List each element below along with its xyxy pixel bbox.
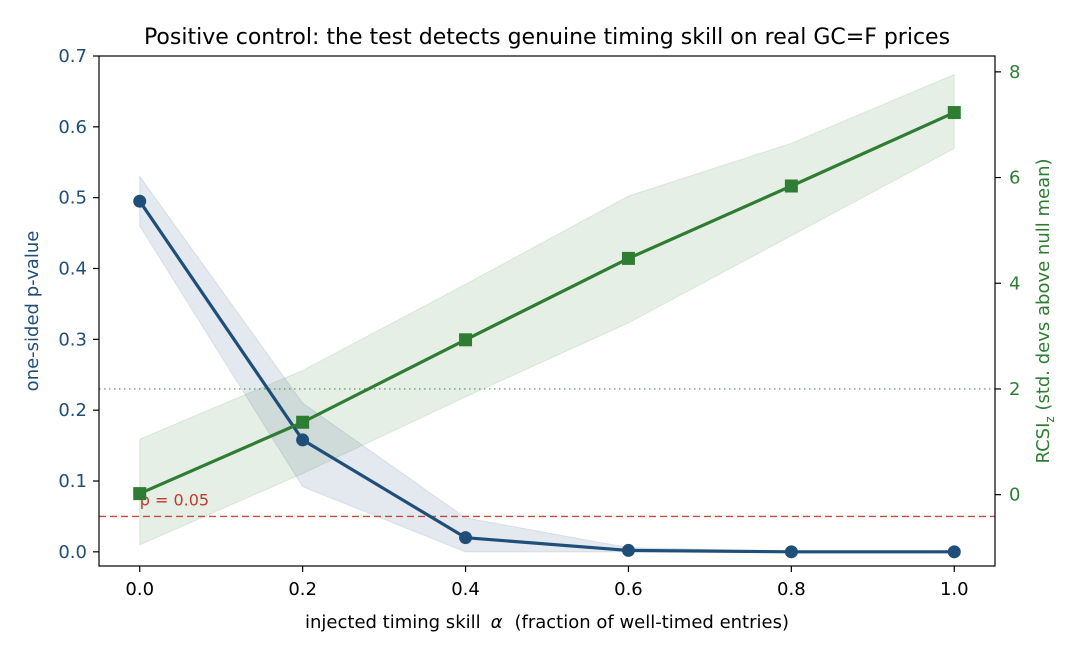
right-axis-label-main: RCSI (1033, 423, 1054, 464)
rcsi-band (139, 73, 955, 546)
x-axis-label-suffix: (fraction of well-timed entries) (515, 612, 789, 633)
right-axis-label: RCSIz (std. devs above null mean) (1033, 158, 1057, 463)
x-axis-label-symbol: α (491, 612, 503, 633)
left-axis-label: one-sided p-value (22, 231, 43, 392)
right-tick-label: 8 (1009, 62, 1020, 83)
left-tick-label: 0.7 (58, 46, 87, 67)
p-value-point (947, 545, 961, 559)
left-tick-label: 0.0 (58, 542, 87, 563)
p-value-point (459, 531, 473, 545)
rcsi-line (139, 111, 955, 496)
left-tick-label: 0.6 (58, 117, 87, 138)
right-axis-label-rest: (std. devs above null mean) (1033, 158, 1054, 416)
left-axis-ticks: 0.0 0.1 0.2 0.3 0.4 0.5 0.6 0.7 (58, 46, 99, 563)
rcsi-point (621, 251, 635, 265)
left-tick-label: 0.1 (58, 471, 87, 492)
p-threshold-label: p = 0.05 (140, 490, 209, 509)
reference-lines: p = 0.05 (99, 388, 995, 518)
p-value-point (296, 433, 310, 447)
x-axis-ticks: 0.0 0.2 0.4 0.6 0.8 1.0 (125, 566, 969, 600)
rcsi-point (784, 179, 798, 193)
right-tick-label: 6 (1009, 168, 1020, 189)
rcsi-point (947, 106, 961, 120)
right-axis-ticks: 0 2 4 6 8 (995, 62, 1020, 506)
right-axis-label-subscript: z (1043, 416, 1057, 422)
x-axis-label-prefix: injected timing skill (305, 612, 481, 633)
chart-title: Positive control: the test detects genui… (144, 25, 950, 50)
right-tick-label: 4 (1009, 273, 1020, 294)
left-tick-label: 0.3 (58, 329, 87, 350)
p-value-point (784, 545, 798, 559)
right-tick-label: 2 (1009, 379, 1020, 400)
left-tick-label: 0.4 (58, 259, 87, 280)
data-series (133, 106, 961, 559)
rcsi-point (133, 487, 147, 501)
x-tick-label: 0.0 (125, 579, 154, 600)
x-axis-label: injected timing skill α (fraction of well-… (305, 612, 789, 633)
left-tick-label: 0.2 (58, 400, 87, 421)
rcsi-point (459, 333, 473, 347)
p-value-line (138, 200, 955, 554)
left-tick-label: 0.5 (58, 188, 87, 209)
x-tick-label: 1.0 (940, 579, 969, 600)
plot-frame (98, 55, 996, 567)
x-tick-label: 0.2 (288, 579, 317, 600)
x-tick-label: 0.6 (614, 579, 643, 600)
p-value-point (621, 543, 635, 557)
right-tick-label: 0 (1009, 485, 1020, 506)
p-value-point (133, 194, 147, 208)
x-tick-label: 0.8 (777, 579, 806, 600)
rcsi-point (296, 415, 310, 429)
x-tick-label: 0.4 (451, 579, 480, 600)
